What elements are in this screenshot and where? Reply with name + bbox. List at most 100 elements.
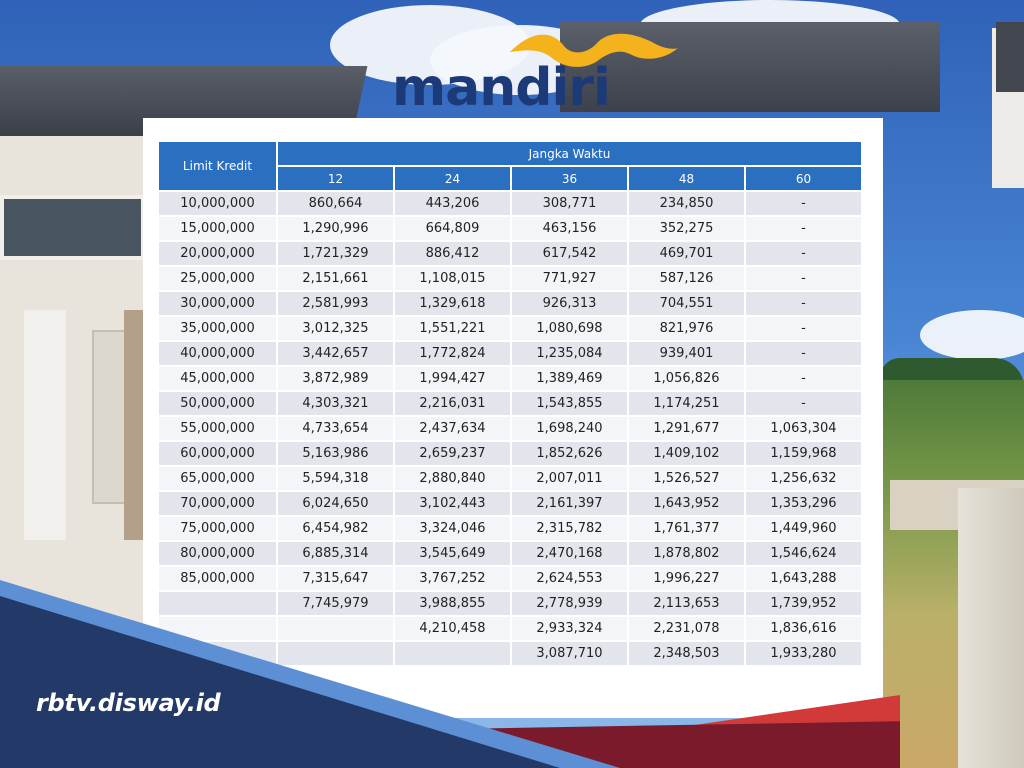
installment-cell: 2,113,653	[629, 592, 744, 615]
installment-cell: 771,927	[512, 267, 627, 290]
installment-cell: -	[746, 292, 861, 315]
installment-cell: -	[746, 242, 861, 265]
installment-cell: 352,275	[629, 217, 744, 240]
installment-cell: 3,324,046	[395, 517, 510, 540]
installment-cell: 1,698,240	[512, 417, 627, 440]
installment-cell: 939,401	[629, 342, 744, 365]
limit-cell: 45,000,000	[159, 367, 276, 390]
table-row: 35,000,000 3,012,325 1,551,221 1,080,698 821…	[159, 317, 861, 340]
house-pillar	[24, 310, 66, 540]
installment-cell: 1,643,288	[746, 567, 861, 590]
site-watermark: rbtv.disway.id	[36, 689, 221, 717]
installment-cell: 1,739,952	[746, 592, 861, 615]
limit-cell: 20,000,000	[159, 242, 276, 265]
installment-cell: 2,778,939	[512, 592, 627, 615]
installment-cell: 3,102,443	[395, 492, 510, 515]
installment-cell: 2,659,237	[395, 442, 510, 465]
installment-cell: 3,767,252	[395, 567, 510, 590]
installment-cell: -	[746, 217, 861, 240]
table-body: 10,000,000 860,664 443,206 308,771 234,850-1…	[159, 192, 861, 665]
installment-cell: 2,880,840	[395, 467, 510, 490]
installment-cell: 617,542	[512, 242, 627, 265]
installment-cell: -	[746, 192, 861, 215]
table-row: 65,000,000 5,594,318 2,880,840 2,007,011 1,5…	[159, 467, 861, 490]
installment-cell: 1,546,624	[746, 542, 861, 565]
installment-cell: 3,087,710	[512, 642, 627, 665]
installment-cell: 1,329,618	[395, 292, 510, 315]
installment-cell: 1,721,329	[278, 242, 393, 265]
installment-cell: 1,551,221	[395, 317, 510, 340]
installment-cell: 1,994,427	[395, 367, 510, 390]
table-row: 3,087,710 2,348,503 1,933,280	[159, 642, 861, 665]
installment-cell: 1,290,996	[278, 217, 393, 240]
limit-cell: 50,000,000	[159, 392, 276, 415]
installment-cell: -	[746, 317, 861, 340]
table-row: 85,000,000 7,315,647 3,767,252 2,624,553 1,9…	[159, 567, 861, 590]
limit-cell: 30,000,000	[159, 292, 276, 315]
brick-wall	[124, 310, 146, 540]
installment-cell: 1,389,469	[512, 367, 627, 390]
table-row: 10,000,000 860,664 443,206 308,771 234,850-	[159, 192, 861, 215]
installment-cell: 2,007,011	[512, 467, 627, 490]
installment-cell: 2,933,324	[512, 617, 627, 640]
limit-cell: 40,000,000	[159, 342, 276, 365]
term-header: 12	[278, 167, 393, 190]
installment-cell: 3,872,989	[278, 367, 393, 390]
installment-cell: 1,174,251	[629, 392, 744, 415]
limit-cell: 10,000,000	[159, 192, 276, 215]
mandiri-logo: mandiri	[392, 24, 692, 118]
limit-cell: 25,000,000	[159, 267, 276, 290]
installment-cell: 7,745,979	[278, 592, 393, 615]
installment-cell: 1,353,296	[746, 492, 861, 515]
installment-cell: 6,885,314	[278, 542, 393, 565]
installment-cell: 3,545,649	[395, 542, 510, 565]
term-header: 48	[629, 167, 744, 190]
installment-table: Limit Kredit Jangka Waktu 12 24 36 48 60…	[157, 140, 863, 667]
installment-table-panel: Limit Kredit Jangka Waktu 12 24 36 48 60…	[143, 118, 883, 718]
installment-cell: 664,809	[395, 217, 510, 240]
installment-cell: 1,056,826	[629, 367, 744, 390]
installment-cell: 2,161,397	[512, 492, 627, 515]
installment-cell: 1,159,968	[746, 442, 861, 465]
house-roof	[996, 22, 1024, 92]
installment-cell: 1,933,280	[746, 642, 861, 665]
installment-cell: 469,701	[629, 242, 744, 265]
table-row: 30,000,000 2,581,993 1,329,618 926,313 704,5…	[159, 292, 861, 315]
installment-cell: 2,437,634	[395, 417, 510, 440]
installment-cell: 2,470,168	[512, 542, 627, 565]
table-row: 55,000,000 4,733,654 2,437,634 1,698,240 1,2…	[159, 417, 861, 440]
installment-cell: 926,313	[512, 292, 627, 315]
installment-cell: 1,643,952	[629, 492, 744, 515]
installment-cell	[395, 642, 510, 665]
table-row: 60,000,000 5,163,986 2,659,237 1,852,626 1,4…	[159, 442, 861, 465]
limit-cell: 15,000,000	[159, 217, 276, 240]
table-row: 70,000,000 6,024,650 3,102,443 2,161,397 1,6…	[159, 492, 861, 515]
walkway	[958, 488, 1024, 768]
installment-cell: 2,231,078	[629, 617, 744, 640]
installment-cell: -	[746, 267, 861, 290]
installment-cell: 1,449,960	[746, 517, 861, 540]
installment-cell: 1,772,824	[395, 342, 510, 365]
term-header: 36	[512, 167, 627, 190]
installment-cell: 2,624,553	[512, 567, 627, 590]
installment-cell: 1,852,626	[512, 442, 627, 465]
term-header: 24	[395, 167, 510, 190]
table-row: 80,000,000 6,885,314 3,545,649 2,470,168 1,8…	[159, 542, 861, 565]
installment-cell: 1,256,632	[746, 467, 861, 490]
limit-cell	[159, 592, 276, 615]
installment-cell: 4,210,458	[395, 617, 510, 640]
table-row: 40,000,000 3,442,657 1,772,824 1,235,084 939…	[159, 342, 861, 365]
limit-cell	[159, 617, 276, 640]
installment-cell: 587,126	[629, 267, 744, 290]
installment-cell: 1,878,802	[629, 542, 744, 565]
installment-cell: 6,024,650	[278, 492, 393, 515]
installment-cell: 3,442,657	[278, 342, 393, 365]
installment-cell: 2,581,993	[278, 292, 393, 315]
limit-cell: 65,000,000	[159, 467, 276, 490]
table-row: 75,000,000 6,454,982 3,324,046 2,315,782 1,7…	[159, 517, 861, 540]
installment-cell: 1,761,377	[629, 517, 744, 540]
installment-cell: 2,216,031	[395, 392, 510, 415]
installment-cell: 308,771	[512, 192, 627, 215]
installment-cell: 4,303,321	[278, 392, 393, 415]
installment-cell	[278, 642, 393, 665]
